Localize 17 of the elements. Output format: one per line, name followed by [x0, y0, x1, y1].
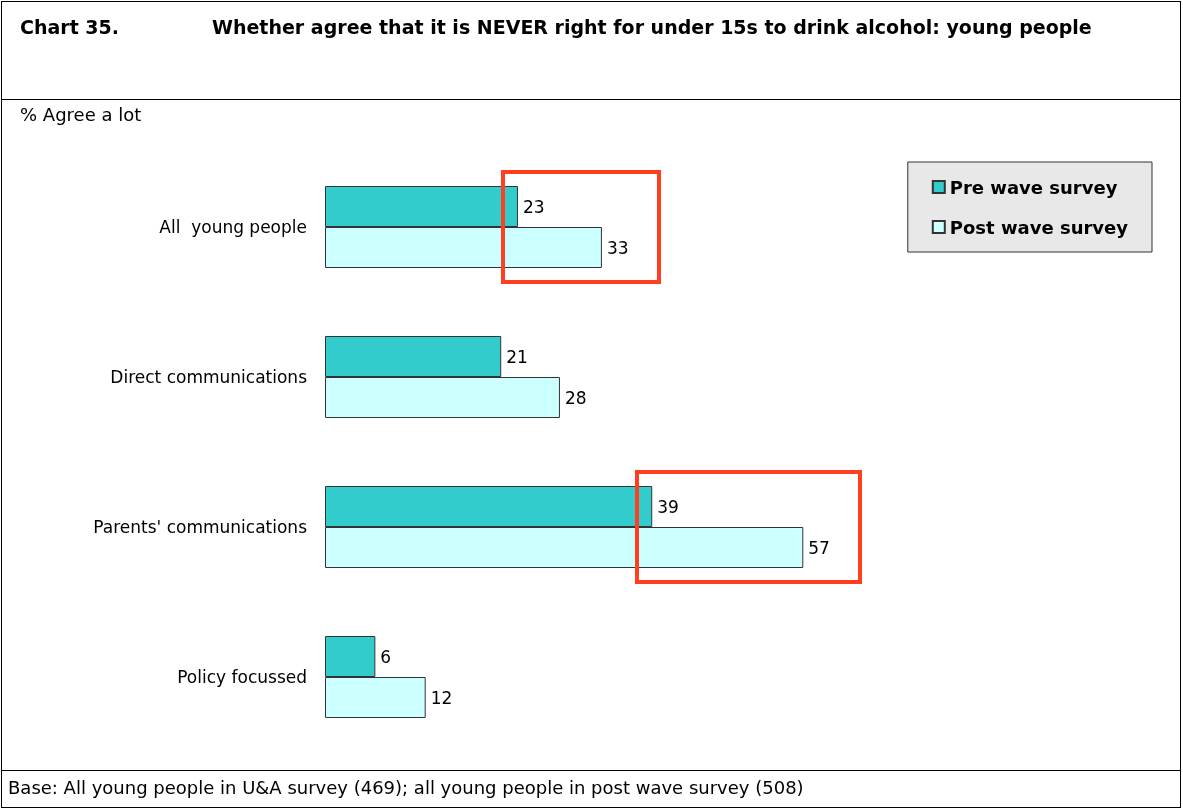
- chart-title: Chart 35. Whether agree that it is NEVER right for under 15s to drink alcohol: young people: [20, 16, 1092, 38]
- data-label: 23: [522, 196, 545, 217]
- y-tick-label: Direct communications: [110, 367, 308, 387]
- data-label: 39: [657, 496, 679, 517]
- legend-label: Post wave survey: [949, 216, 1129, 238]
- y-tick-label: All young people: [159, 217, 307, 237]
- data-label: 28: [564, 387, 587, 408]
- data-label: 57: [808, 537, 830, 558]
- y-tick-label: Policy focussed: [177, 667, 307, 687]
- data-label: 6: [380, 646, 392, 667]
- data-label: 21: [506, 346, 528, 367]
- data-label: 12: [430, 687, 453, 708]
- text: % Agree a lot: [20, 104, 142, 125]
- text: Base: All young people in U&A survey (469); all young people in post wave survey (508): [2, 770, 1180, 807]
- data-label: 33: [606, 237, 629, 258]
- legend-label: Pre wave survey: [949, 176, 1118, 198]
- y-tick-label: Parents' communications: [93, 517, 308, 537]
